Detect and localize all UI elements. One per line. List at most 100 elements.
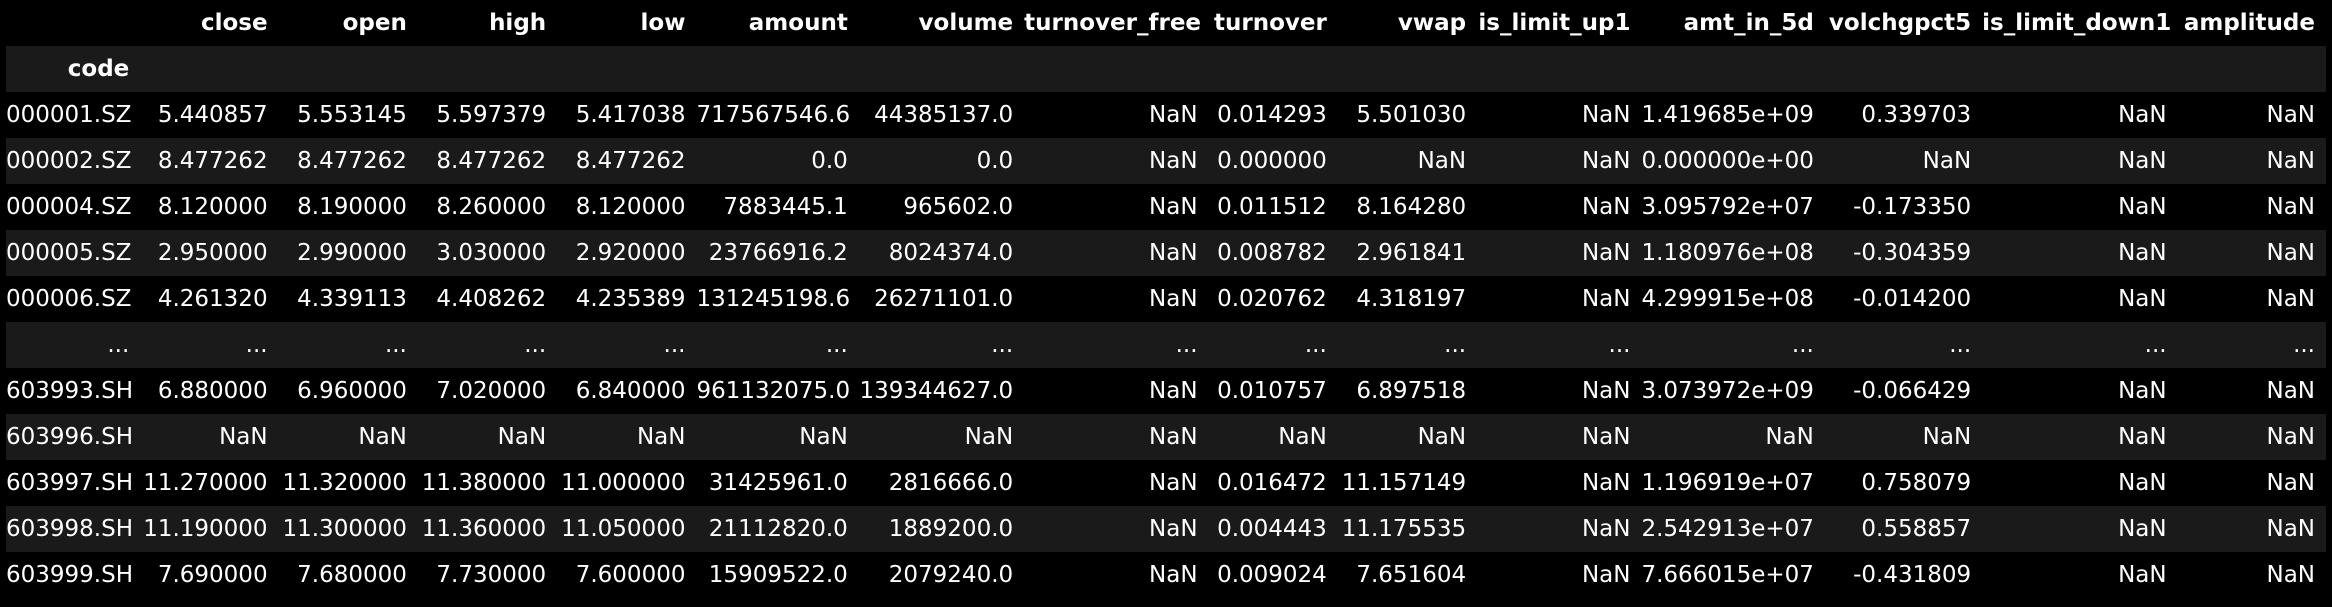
table-cell: NaN: [2118, 562, 2167, 588]
table-cell: 7.600000: [575, 562, 686, 588]
table-row: 603997.SH 11.270000 11.320000 11.380000 11.0…: [6, 460, 2326, 506]
table-cell: ...: [1608, 332, 1631, 358]
row-index-label: 000004.SZ: [6, 194, 132, 220]
table-cell: 15909522.0: [708, 562, 848, 588]
row-index-label: 000005.SZ: [6, 240, 132, 266]
column-header: amount: [748, 10, 848, 36]
table-cell: 11.000000: [561, 470, 686, 496]
table-cell: ...: [991, 332, 1014, 358]
table-cell: 961132075.0: [696, 378, 851, 404]
table-cell: NaN: [1581, 148, 1631, 174]
table-cell: NaN: [1581, 516, 1631, 542]
table-cell: 0.558857: [1861, 516, 1972, 542]
table-cell: 11.300000: [282, 516, 407, 542]
table-cell: 7.690000: [157, 562, 268, 588]
table-head: close open high low amount volume turnov…: [6, 0, 2326, 92]
table-cell: -0.173350: [1853, 194, 1972, 220]
table-cell: 0.0: [811, 148, 848, 174]
table-cell: NaN: [1149, 148, 1198, 174]
column-header: is_limit_down1: [1982, 10, 2172, 36]
table-cell: NaN: [1149, 194, 1198, 220]
table-row: 603996.SH NaN NaN NaN NaN NaN NaN NaN NaN NaN NaN N…: [6, 414, 2326, 460]
table-cell: NaN: [1765, 424, 1814, 450]
table-cell: 6.840000: [575, 378, 686, 404]
table-cell: 3.073972e+09: [1641, 378, 1814, 404]
table-row: 000006.SZ 4.261320 4.339113 4.408262 4.23538…: [6, 276, 2326, 322]
table-cell: 4.261320: [157, 286, 268, 312]
table-cell: 4.299915e+08: [1641, 286, 1814, 312]
table-cell: NaN: [2266, 516, 2315, 542]
table-cell: 7883445.1: [723, 194, 848, 220]
table-cell: 965602.0: [903, 194, 1014, 220]
table-cell: 8.260000: [436, 194, 547, 220]
table-cell: 7.680000: [297, 562, 407, 588]
table-cell: NaN: [1581, 102, 1631, 128]
table-cell: NaN: [1581, 194, 1631, 220]
column-header: vwap: [1397, 10, 1467, 36]
table-cell: 139344627.0: [859, 378, 1014, 404]
table-cell: NaN: [2266, 424, 2315, 450]
table-cell: 5.440857: [157, 102, 268, 128]
table-cell: NaN: [2266, 194, 2315, 220]
table-cell: NaN: [1149, 470, 1198, 496]
table-cell: NaN: [1149, 378, 1198, 404]
column-header-row: close open high low amount volume turnov…: [6, 0, 2326, 46]
table-cell: NaN: [2118, 194, 2167, 220]
table-cell: 2.950000: [157, 240, 268, 266]
table-cell: NaN: [2266, 470, 2315, 496]
table-cell: 31425961.0: [708, 470, 848, 496]
table-cell: -0.066429: [1853, 378, 1972, 404]
table-cell: 8.477262: [436, 148, 547, 174]
table-cell: NaN: [1922, 148, 1972, 174]
table-cell: 0.020762: [1217, 286, 1327, 312]
table-cell: ...: [1791, 332, 1814, 358]
table-cell: NaN: [1417, 148, 1467, 174]
table-row: ........................................…: [6, 322, 2326, 368]
table-cell: NaN: [497, 424, 547, 450]
table-row: 603999.SH 7.690000 7.680000 7.730000 7.60000…: [6, 552, 2326, 598]
row-index-label: 000006.SZ: [6, 286, 132, 312]
index-name-row: code: [6, 46, 2326, 92]
table-cell: ...: [1304, 332, 1327, 358]
table-cell: NaN: [2266, 102, 2315, 128]
table-cell: 3.095792e+07: [1641, 194, 1814, 220]
table-cell: NaN: [1581, 378, 1631, 404]
table-cell: 11.380000: [421, 470, 547, 496]
column-header: turnover_free: [1024, 10, 1202, 36]
table-cell: 1889200.0: [888, 516, 1014, 542]
table-cell: 717567546.6: [696, 102, 851, 128]
table-cell: 0.004443: [1217, 516, 1327, 542]
row-index-label: 000002.SZ: [6, 148, 132, 174]
table-cell: NaN: [2266, 240, 2315, 266]
table-cell: NaN: [1581, 470, 1631, 496]
table-cell: 8.164280: [1356, 194, 1467, 220]
table-cell: NaN: [2266, 378, 2315, 404]
table-cell: 11.050000: [561, 516, 686, 542]
table-cell: 0.014293: [1217, 102, 1327, 128]
table-cell: NaN: [1149, 562, 1198, 588]
table-cell: NaN: [1581, 424, 1631, 450]
column-header: volume: [918, 10, 1014, 36]
table-cell: NaN: [1922, 424, 1972, 450]
table-cell: NaN: [2118, 240, 2167, 266]
table-cell: 8024374.0: [888, 240, 1014, 266]
index-header-blank: [6, 0, 140, 46]
table-cell: 0.016472: [1217, 470, 1327, 496]
table-cell: ...: [524, 332, 547, 358]
table-cell: 0.339703: [1861, 102, 1972, 128]
table-cell: ...: [663, 332, 686, 358]
column-header: amt_in_5d: [1683, 10, 1814, 36]
table-cell: NaN: [1149, 286, 1198, 312]
row-index-label: 603996.SH: [6, 424, 134, 450]
table-row: 000001.SZ 5.440857 5.553145 5.597379 5.41703…: [6, 92, 2326, 138]
table-cell: NaN: [1149, 240, 1198, 266]
table-cell: -0.014200: [1853, 286, 1972, 312]
table-cell: 8.120000: [575, 194, 686, 220]
table-cell: NaN: [2266, 148, 2315, 174]
table-cell: NaN: [2118, 286, 2167, 312]
table-cell: 7.666015e+07: [1641, 562, 1814, 588]
table-cell: 0.0: [976, 148, 1014, 174]
table-cell: 0.000000: [1217, 148, 1327, 174]
table-cell: 2.920000: [575, 240, 686, 266]
